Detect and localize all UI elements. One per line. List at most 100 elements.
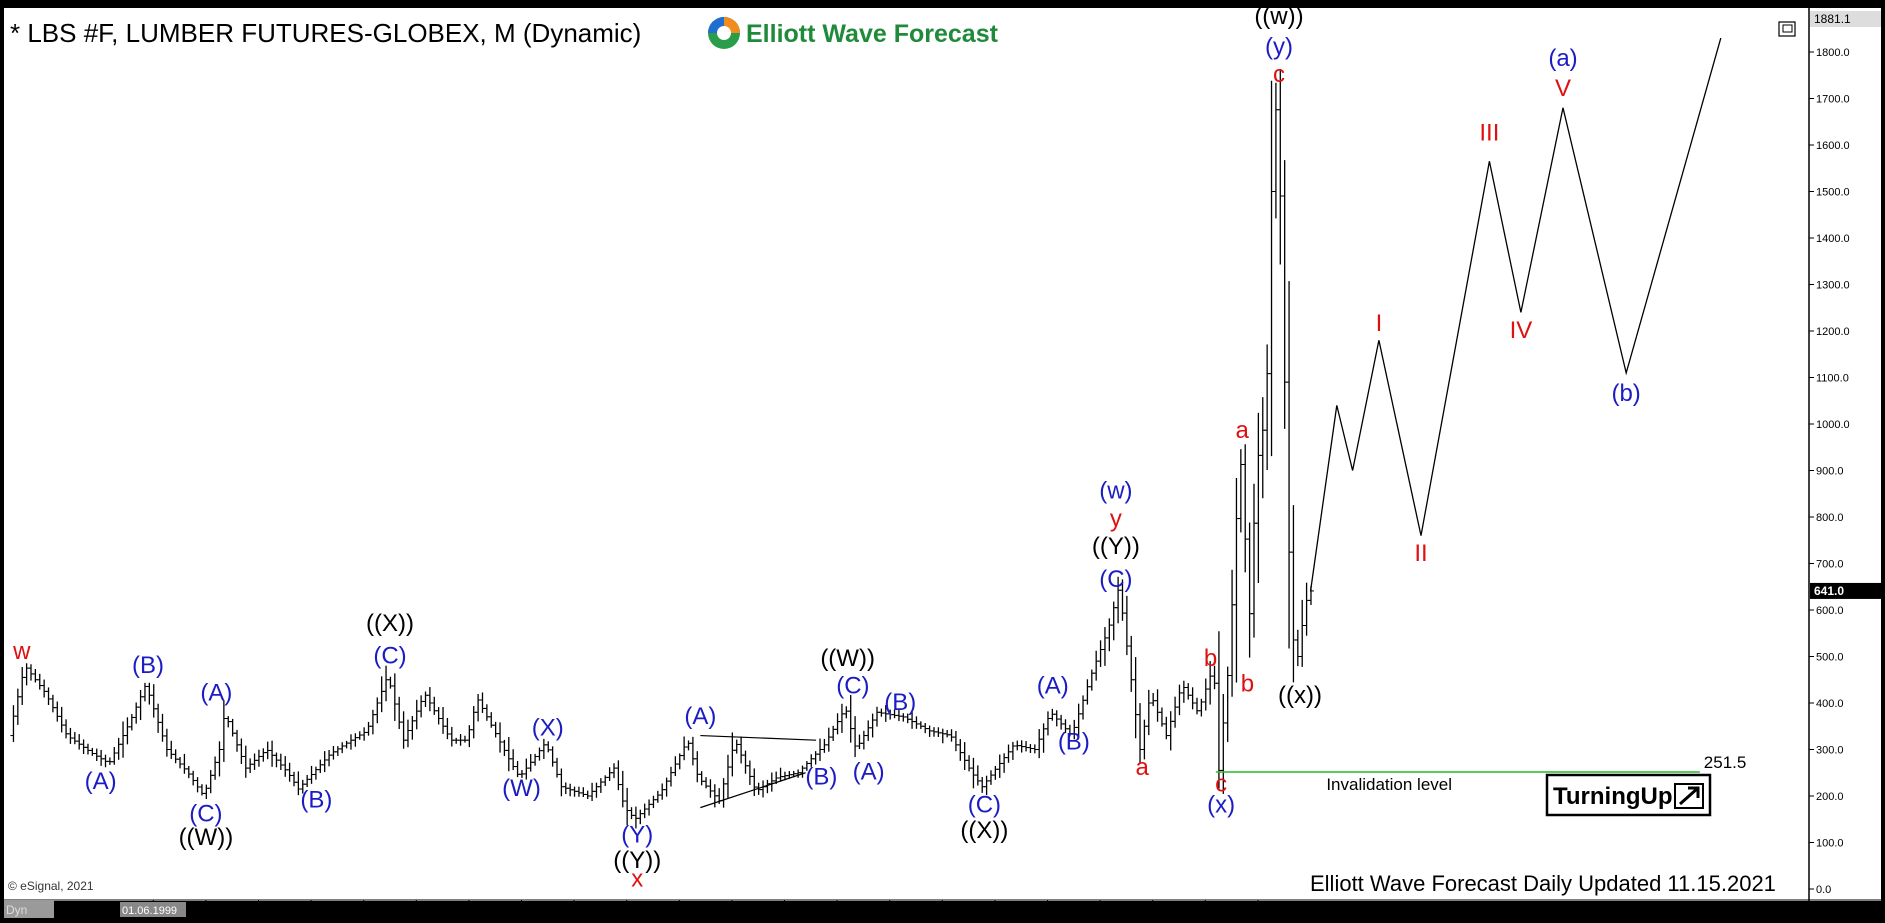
y-tick-label: 400.0 bbox=[1816, 698, 1844, 710]
wave-label: ((W)) bbox=[820, 645, 875, 672]
wave-label: (Y) bbox=[621, 822, 653, 849]
wave-label: (A) bbox=[200, 680, 232, 707]
y-tick-label: 1500.0 bbox=[1816, 187, 1850, 199]
wave-label: a bbox=[1136, 754, 1150, 781]
x-tick-label: 2020 bbox=[1209, 905, 1233, 917]
wave-label: (X) bbox=[532, 715, 564, 742]
y-tick-label: 1700.0 bbox=[1816, 94, 1850, 106]
y-tick-label: 1000.0 bbox=[1816, 419, 1850, 431]
wave-label: (C) bbox=[373, 642, 406, 669]
brand-name: Elliott Wave Forecast bbox=[746, 20, 999, 48]
corner-tag-bg bbox=[4, 900, 54, 918]
x-tick-label: 2008 bbox=[578, 905, 602, 917]
triangle-line bbox=[700, 772, 806, 809]
wave-label: (C) bbox=[189, 801, 222, 828]
turningup-badge: TurningUp bbox=[1545, 773, 1712, 817]
price-bars bbox=[10, 68, 1314, 829]
x-tick-label: 2009 bbox=[631, 905, 655, 917]
footer-update-text: Elliott Wave Forecast Daily Updated 11.1… bbox=[1310, 871, 1776, 896]
brand-logo: Elliott Wave Forecast bbox=[708, 17, 999, 49]
arrow-up-right-icon bbox=[1674, 783, 1704, 809]
wave-label: IV bbox=[1510, 317, 1533, 344]
last-price-value: 641.0 bbox=[1814, 584, 1844, 598]
invalidation-value: 251.5 bbox=[1704, 753, 1747, 772]
wave-label: (A) bbox=[853, 759, 885, 786]
wave-label: II bbox=[1414, 540, 1427, 567]
chart-title: * LBS #F, LUMBER FUTURES-GLOBEX, M (Dyna… bbox=[10, 18, 641, 48]
y-tick-label: 300.0 bbox=[1816, 745, 1844, 757]
wave-label: ((X)) bbox=[366, 610, 414, 637]
x-tick-label: 2016 bbox=[999, 905, 1023, 917]
wave-label: (x) bbox=[1207, 791, 1235, 818]
x-tick-label: 2002 bbox=[262, 905, 286, 917]
wave-label: (a) bbox=[1548, 45, 1577, 72]
x-tick-label: 2014 bbox=[894, 905, 918, 917]
wave-label: w bbox=[12, 638, 31, 665]
wave-label: III bbox=[1479, 119, 1499, 146]
x-tick-label: 2018 bbox=[1104, 905, 1128, 917]
copyright: © eSignal, 2021 bbox=[8, 879, 94, 893]
time-axis: 1998200020012002200320042005200620072008… bbox=[47, 900, 1286, 917]
x-tick-label: 2017 bbox=[1052, 905, 1076, 917]
wave-label: ((Y)) bbox=[1092, 533, 1140, 560]
window-restore-icon[interactable] bbox=[1778, 21, 1796, 37]
turningup-text: TurningUp bbox=[1553, 783, 1673, 810]
x-tick-label: 2012 bbox=[789, 905, 813, 917]
last-price-tag bbox=[1810, 582, 1881, 599]
y-tick-label: 1300.0 bbox=[1816, 280, 1850, 292]
wave-label: (B) bbox=[884, 689, 916, 716]
wave-label: (W) bbox=[502, 775, 541, 802]
wave-label: b bbox=[1241, 670, 1254, 697]
invalidation-label: Invalidation level bbox=[1326, 775, 1452, 794]
wave-label: ((w)) bbox=[1254, 3, 1303, 30]
x-tick-label: 2013 bbox=[841, 905, 865, 917]
y-tick-label: 200.0 bbox=[1816, 791, 1844, 803]
globe-icon bbox=[708, 17, 740, 49]
wave-label: (C) bbox=[836, 673, 869, 700]
wave-label: ((Y)) bbox=[613, 847, 661, 874]
x-tick-label: 2007 bbox=[526, 905, 550, 917]
wave-label: c bbox=[1273, 61, 1285, 88]
y-tick-label: 500.0 bbox=[1816, 652, 1844, 664]
corner-tag: Dyn bbox=[6, 903, 27, 917]
x-tick-label: 2015 bbox=[946, 905, 970, 917]
wave-label: c bbox=[1215, 770, 1227, 797]
x-tick-label: 2001 bbox=[210, 905, 234, 917]
y-tick-label: 900.0 bbox=[1816, 466, 1844, 478]
x-tick-label: 2003 bbox=[315, 905, 339, 917]
x-tick-label: 2011 bbox=[736, 905, 760, 917]
y-tick-label: 1600.0 bbox=[1816, 140, 1850, 152]
wave-label: (B) bbox=[300, 787, 332, 814]
wave-label: (A) bbox=[85, 768, 117, 795]
plot-background bbox=[4, 8, 1809, 901]
x-tick-label: 2004 bbox=[368, 905, 392, 917]
cursor-date: 01.06.1999 bbox=[122, 905, 177, 917]
wave-label: (C) bbox=[1099, 566, 1132, 593]
x-tick-label: 2021 bbox=[1262, 905, 1286, 917]
triangle-line bbox=[700, 734, 817, 741]
wave-label: ((x)) bbox=[1278, 682, 1322, 709]
x-tick-label: 2005 bbox=[420, 905, 444, 917]
wave-labels: w(A)(B)(A)(C)((W))(B)((X))(C)(W)(X)(Y)((… bbox=[12, 3, 1641, 893]
wave-label: (y) bbox=[1265, 33, 1293, 60]
wave-label: (B) bbox=[1058, 729, 1090, 756]
wave-label: b bbox=[1204, 645, 1217, 672]
wave-label: (w) bbox=[1099, 477, 1132, 504]
x-tick-label: 2019 bbox=[1157, 905, 1181, 917]
wave-label: ((X)) bbox=[960, 817, 1008, 844]
wave-label: (A) bbox=[1037, 673, 1069, 700]
wave-label: y bbox=[1110, 505, 1122, 532]
x-tick-label: 2010 bbox=[683, 905, 707, 917]
wave-label: (A) bbox=[684, 703, 716, 730]
x-tick-label: 2006 bbox=[473, 905, 497, 917]
wave-label: V bbox=[1555, 75, 1571, 102]
price-axis: 0.0 100.0 200.0 300.0 400.0 500.0 600.0 700.0 80… bbox=[1809, 47, 1850, 896]
cursor-date-bg bbox=[120, 902, 186, 917]
y-tick-label: 800.0 bbox=[1816, 512, 1844, 524]
wave-label: (B) bbox=[805, 763, 837, 790]
wave-label: (B) bbox=[132, 652, 164, 679]
y-tick-label: 0.0 bbox=[1816, 884, 1831, 896]
y-tick-label: 700.0 bbox=[1816, 559, 1844, 571]
